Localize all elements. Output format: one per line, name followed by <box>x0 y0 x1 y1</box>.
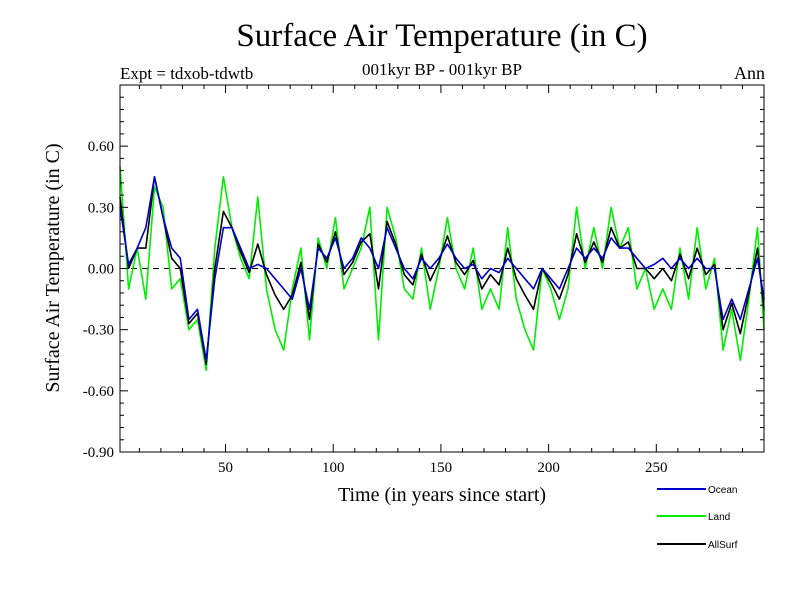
legend: Ocean Land AllSurf <box>657 485 738 551</box>
y-tick-label: 0.60 <box>88 139 114 155</box>
series-line-allsurf <box>119 176 765 366</box>
experiment-label: Expt = tdxob-tdwtb <box>120 64 254 83</box>
x-axis-label: Time (in years since start) <box>338 484 546 506</box>
ticks-layer: -0.90 -0.60 -0.30 0.00 0.30 0.60 50 100 150 200 25… <box>83 84 764 476</box>
series-line-land <box>119 166 765 372</box>
chart-subtitle: 001kyr BP - 001kyr BP <box>362 60 522 79</box>
x-tick-label: 200 <box>537 460 560 476</box>
x-tick-label: 150 <box>430 460 453 476</box>
x-tick-label: 250 <box>645 460 668 476</box>
series-line-ocean <box>119 176 765 362</box>
y-axis-label: Surface Air Temperature (in C) <box>42 143 64 392</box>
y-tick-label: 0.30 <box>88 200 114 216</box>
chart-title: Surface Air Temperature (in C) <box>236 18 648 54</box>
legend-label-land: Land <box>708 512 730 523</box>
y-tick-label: 0.00 <box>88 262 114 278</box>
legend-label-allsurf: AllSurf <box>708 540 738 551</box>
season-label: Ann <box>734 63 765 83</box>
y-tick-label: -0.60 <box>83 384 114 400</box>
x-tick-label: 100 <box>322 460 345 476</box>
series-layer <box>119 166 765 372</box>
y-tick-label: -0.30 <box>83 323 114 339</box>
legend-label-ocean: Ocean <box>708 485 737 496</box>
x-tick-label: 50 <box>218 460 233 476</box>
y-tick-label: -0.90 <box>83 445 114 461</box>
